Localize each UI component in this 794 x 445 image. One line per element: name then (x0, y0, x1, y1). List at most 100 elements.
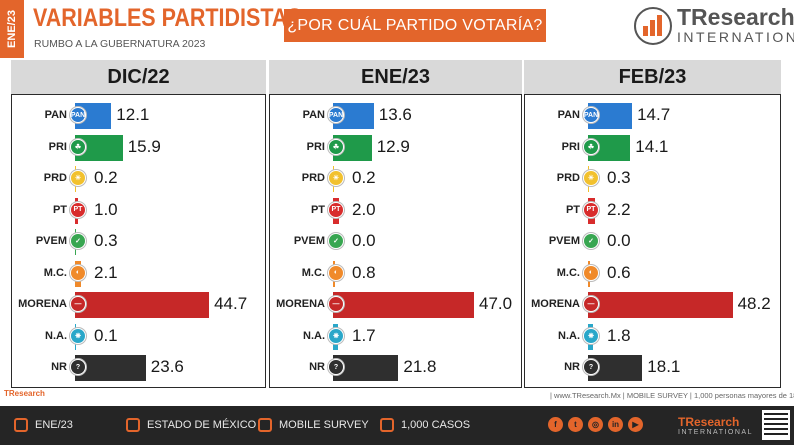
category-label: M.C. (556, 266, 580, 279)
bar (588, 292, 733, 318)
category-label: PRD (43, 172, 67, 184)
logo-subtext: INTERNATIONAL (677, 29, 794, 45)
category-label: PRI (306, 140, 325, 153)
footer-item-state: ESTADO DE MÉXICO (126, 418, 256, 432)
value-label: 12.1 (116, 105, 150, 124)
footer-logo: TResearch INTERNATIONAL (678, 415, 753, 436)
party-logo-icon: ? (583, 359, 599, 375)
instagram-icon[interactable]: ◎ (588, 417, 603, 432)
value-label: 48.2 (737, 294, 771, 313)
twitter-icon[interactable]: t (568, 417, 583, 432)
footer-logo-text: TResearch (678, 415, 740, 429)
date-side-tab: ENE/23 (0, 0, 24, 58)
logo-wordmark: TResearch (677, 4, 794, 31)
tresearch-logo-icon (634, 7, 672, 45)
bar-row: PT PT 2.2 (525, 197, 780, 224)
tresearch-logo: TResearch INTERNATIONAL (633, 4, 794, 50)
category-label: PRI (48, 140, 67, 153)
bar-row: NR? 23.6 (12, 355, 265, 381)
party-logo-icon: — (70, 296, 86, 312)
party-logo-icon: PAN (70, 107, 86, 123)
category-label: N.A. (303, 329, 325, 342)
category-label: PAN (44, 109, 67, 121)
bar-row: PT PT 2.0 (270, 197, 521, 224)
party-logo-icon: ? (328, 359, 344, 375)
bar-row: M.C. ◐ 0.6 (525, 260, 780, 287)
party-logo-icon: ◐ (70, 264, 86, 281)
calendar-icon (14, 418, 28, 432)
qr-code (762, 410, 790, 440)
period-panel-2: PAN PAN 14.7 PRI ☘ 14.1 PRD ☀ 0.3 PT PT 2.2 PVEM ✓ 0.0… (524, 94, 781, 388)
category-label: N.A. (558, 329, 580, 342)
youtube-icon[interactable]: ▶ (628, 417, 643, 432)
facebook-icon[interactable]: f (548, 417, 563, 432)
party-logo-icon: PT (70, 201, 86, 218)
value-label: 1.8 (607, 325, 631, 345)
phone-icon (258, 418, 272, 432)
value-label: 0.6 (607, 262, 631, 282)
linkedin-icon[interactable]: in (608, 417, 623, 432)
map-pin-icon (126, 418, 140, 432)
category-label: MORENA (18, 298, 67, 310)
party-logo-icon: — (328, 296, 344, 312)
bar-row: N.A. ❋ 0.1 (12, 323, 265, 350)
party-logo-icon: ❋ (583, 327, 599, 344)
footer-state-label: ESTADO DE MÉXICO (147, 419, 257, 431)
bar (75, 292, 210, 318)
bar-row: M.C. ◐ 0.8 (270, 260, 521, 287)
party-logo-icon: ◐ (328, 264, 344, 281)
category-label: PVEM (293, 235, 325, 247)
value-label: 18.1 (647, 357, 681, 376)
footer-logo-subtext: INTERNATIONAL (678, 429, 753, 436)
bar-row: PVEM ✓ 0.0 (270, 229, 521, 255)
category-label: MORENA (276, 298, 325, 310)
party-logo-icon: PT (328, 201, 344, 218)
period-panel-0: PAN PAN 12.1 PRI ☘ 15.9 PRD ☀ 0.2 PT PT 1.0 PVEM ✓ 0.3… (11, 94, 266, 388)
value-label: 2.2 (607, 199, 631, 219)
bar-row: MORENA — 48.2 (525, 292, 780, 318)
value-label: 0.1 (94, 325, 118, 345)
value-label: 0.2 (352, 168, 376, 187)
bar-row: N.A. ❋ 1.8 (525, 323, 780, 350)
value-label: 1.0 (94, 199, 118, 219)
category-label: M.C. (43, 266, 67, 279)
category-label: PVEM (548, 235, 580, 247)
social-links: f t ◎ in ▶ (548, 417, 643, 432)
bar-row: PRD ☀ 0.2 (12, 166, 265, 192)
footer-cases-label: 1,000 CASOS (401, 419, 471, 431)
party-logo-icon: ☀ (583, 170, 599, 186)
bar-row: PRI ☘ 15.9 (12, 134, 265, 161)
party-logo-icon: ✓ (328, 233, 344, 249)
value-label: 0.3 (607, 168, 631, 187)
value-label: 2.0 (352, 199, 376, 219)
bar-row: NR? 21.8 (270, 355, 521, 381)
category-label: PRD (556, 172, 580, 184)
bar-row: MORENA — 44.7 (12, 292, 265, 318)
value-label: 2.1 (94, 262, 118, 282)
party-logo-icon: ❋ (70, 327, 86, 344)
bar-row: PAN PAN 14.7 (525, 103, 780, 129)
party-logo-icon: — (583, 296, 599, 312)
value-label: 44.7 (214, 294, 248, 313)
source-logo: TResearch (4, 389, 45, 398)
category-label: PAN (302, 109, 325, 121)
value-label: 0.0 (352, 231, 376, 250)
bar-row: MORENA — 47.0 (270, 292, 521, 318)
bar (333, 292, 474, 318)
bar-row: PRD ☀ 0.2 (270, 166, 521, 192)
party-logo-icon: PAN (328, 107, 344, 123)
survey-note: | www.TResearch.Mx | MOBILE SURVEY | 1,0… (550, 391, 794, 400)
party-logo-icon: PT (583, 201, 599, 218)
source-logo-text: TResearch (4, 389, 45, 398)
party-logo-icon: PAN (583, 107, 599, 123)
value-label: 15.9 (127, 136, 161, 156)
logo-main-text: TResearch (677, 4, 794, 30)
value-label: 0.0 (607, 231, 631, 250)
bar-row: PT PT 1.0 (12, 197, 265, 224)
footer-item-method: MOBILE SURVEY (258, 418, 369, 432)
bar-row: PVEM ✓ 0.3 (12, 229, 265, 255)
category-label: PRD (301, 172, 325, 184)
bar-row: M.C. ◐ 2.1 (12, 260, 265, 287)
category-label: PAN (557, 109, 580, 121)
value-label: 1.7 (352, 325, 376, 345)
